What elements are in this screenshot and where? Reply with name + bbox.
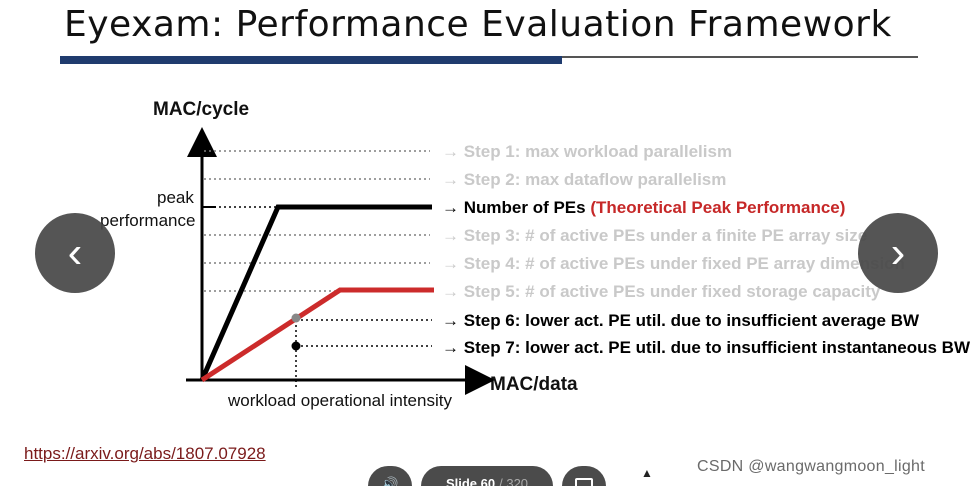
slides-grid-icon [575,478,593,486]
speaker-icon: 🔊 [381,476,399,486]
slides-grid-button[interactable] [562,466,606,486]
csdn-watermark: CSDN @wangwangmoon_light [697,458,925,475]
slide-total: / 320 [499,476,529,486]
step-peak-highlight: (Theoretical Peak Performance) [590,198,845,217]
y-axis-label: MAC/cycle [153,99,249,120]
slide-counter[interactable]: Slide 60 / 320 [421,466,553,486]
title-underline-rule [562,56,918,58]
chevron-right-icon: › [890,228,906,277]
chevron-left-icon: ‹ [67,228,83,277]
peak-label-line2: performance [100,211,195,230]
slide-number: Slide 60 [445,476,496,486]
red-roofline [200,287,434,383]
x-marker-label: workload operational intensity [227,391,452,410]
guide-lines [204,150,430,292]
peak-label-line1: peak [157,188,194,207]
mouse-cursor-icon: ▲ [641,466,653,480]
title-underline-accent [60,56,562,64]
peak-roofline [199,204,432,382]
step-4: → Step 4: # of active PEs under fixed PE… [442,254,905,273]
audio-button[interactable]: 🔊 [368,466,412,486]
step-5: → Step 5: # of active PEs under fixed st… [442,282,881,301]
x-axis-label: MAC/data [490,374,578,395]
step-peak: → Number of PEs (Theoretical Peak Perfor… [442,198,845,217]
step6-point [291,313,301,323]
prev-slide-button[interactable]: ‹ [35,213,115,293]
step-2: → Step 2: max dataflow parallelism [442,170,726,189]
step-6: → Step 6: lower act. PE util. due to ins… [442,311,920,330]
step-1: → Step 1: max workload parallelism [442,142,732,161]
slide-title: Eyexam: Performance Evaluation Framework [64,4,892,45]
step-3: → Step 3: # of active PEs under a finite… [442,226,867,245]
step-7: → Step 7: lower act. PE util. due to ins… [442,338,971,357]
step7-point [291,341,301,351]
paper-link[interactable]: https://arxiv.org/abs/1807.07928 [24,444,266,463]
next-slide-button[interactable]: › [858,213,938,293]
